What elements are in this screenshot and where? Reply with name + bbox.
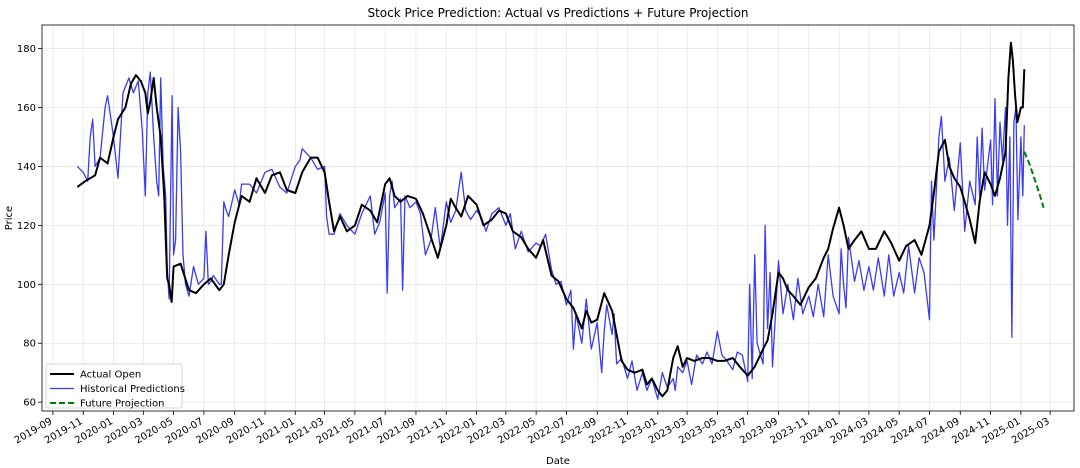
legend-label-2: Historical Predictions xyxy=(80,384,185,395)
series-line-2 xyxy=(76,71,1025,400)
series-line-1 xyxy=(76,41,1026,398)
y-tick-label: 180 xyxy=(17,44,36,55)
series-line-3 xyxy=(1023,151,1045,208)
y-tick-label: 120 xyxy=(17,221,36,232)
legend-label-3: Future Projection xyxy=(80,399,164,410)
legend-label-1: Actual Open xyxy=(80,370,141,381)
y-tick-label: 100 xyxy=(17,280,36,291)
y-tick-label: 80 xyxy=(23,339,36,350)
legend-box xyxy=(45,363,183,409)
y-axis-title: Price xyxy=(4,206,15,230)
legend: Actual Open Historical Predictions Future … xyxy=(45,363,185,410)
x-axis-title: Date xyxy=(546,456,570,467)
plot-frame xyxy=(41,24,1075,412)
chart-title: Stock Price Prediction: Actual vs Predic… xyxy=(367,6,748,20)
y-tick-label: 140 xyxy=(17,162,36,173)
series-group xyxy=(76,41,1045,400)
y-tick-label: 160 xyxy=(17,103,36,114)
y-tick-label: 60 xyxy=(23,398,36,409)
y-axis: 60 80 100 120 140 160 180 xyxy=(17,44,42,409)
